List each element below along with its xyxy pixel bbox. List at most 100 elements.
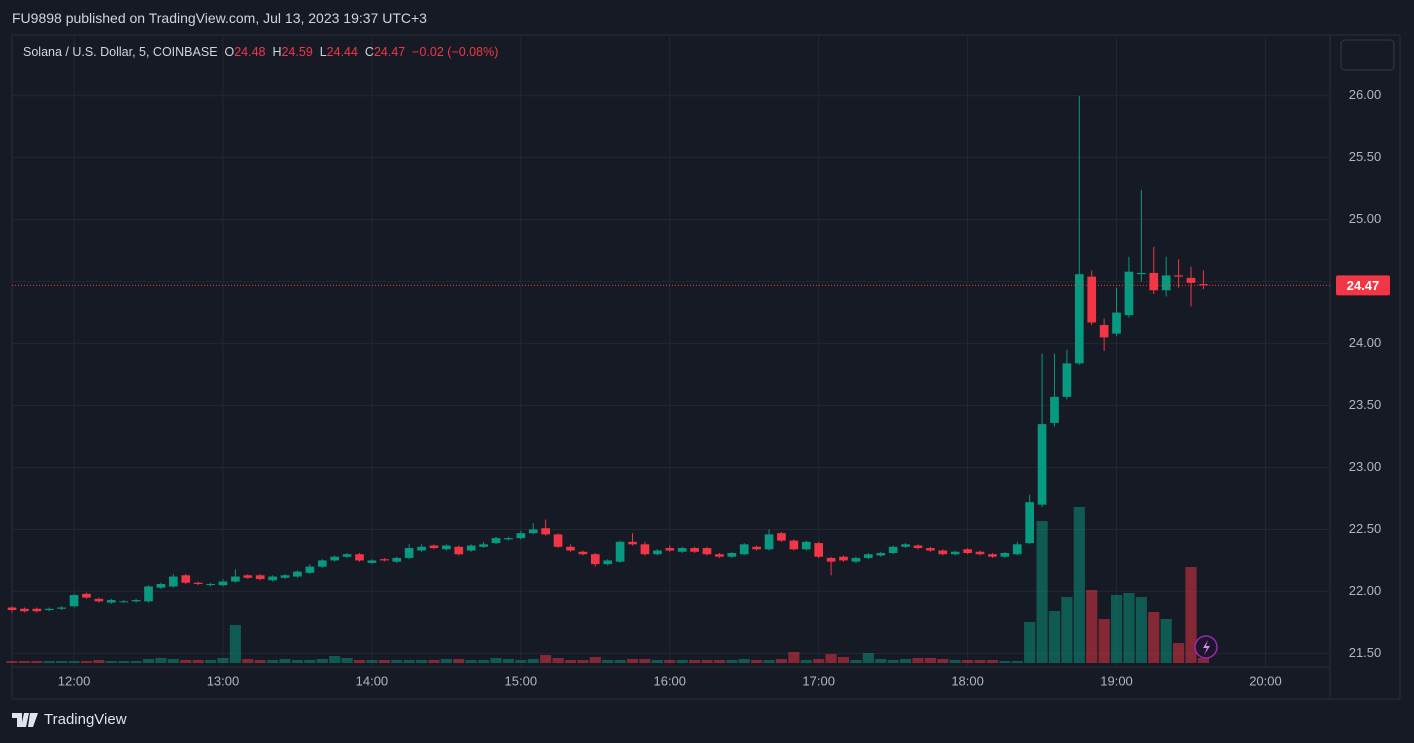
candle-body — [218, 581, 228, 586]
candle-body — [814, 543, 824, 557]
volume-bar — [341, 658, 353, 663]
candle-body — [131, 600, 141, 602]
candle-body — [1124, 271, 1134, 316]
volume-bar — [1024, 622, 1036, 663]
candle-body — [516, 533, 526, 539]
volume-bar — [453, 659, 465, 663]
volume-bar — [800, 660, 812, 663]
volume-bar — [6, 661, 18, 663]
candle-body — [963, 549, 972, 553]
volume-bar — [415, 660, 428, 663]
volume-bar — [366, 660, 378, 663]
candle-body — [491, 538, 501, 544]
volume-bar — [1048, 611, 1061, 663]
candle-body — [156, 583, 166, 588]
candle-body — [901, 544, 910, 547]
candle-body — [1112, 312, 1121, 334]
candle-body — [268, 576, 277, 581]
candle-body — [913, 545, 923, 549]
o-label: O — [224, 45, 235, 59]
volume-bar — [105, 661, 117, 663]
candle-body — [243, 575, 253, 578]
volume-bar — [31, 661, 43, 663]
candle-body — [628, 541, 637, 545]
candle-body — [528, 529, 538, 534]
candle-body — [442, 545, 451, 550]
volume-bar — [887, 660, 899, 663]
candle-body — [466, 545, 476, 551]
candle-body — [777, 533, 786, 541]
x-tick-label: 14:00 — [356, 673, 389, 688]
volume-bar — [738, 659, 750, 663]
candle-body — [367, 560, 377, 563]
logo — [12, 712, 38, 727]
candle-body — [1050, 396, 1059, 423]
o-value: 24.48 — [234, 45, 266, 59]
candle-body — [280, 575, 290, 578]
volume-bar — [490, 658, 502, 663]
volume-bar — [68, 661, 80, 663]
volume-bar — [428, 660, 440, 663]
volume-bar — [726, 660, 738, 663]
volume-bar — [1011, 661, 1023, 663]
candle-body — [44, 608, 54, 610]
volume-bar — [56, 661, 68, 663]
c-label: C — [364, 45, 374, 59]
candle-body — [479, 544, 488, 547]
volume-bar — [899, 659, 912, 663]
candle-body — [715, 554, 724, 557]
volume-bar — [43, 661, 55, 663]
volume-bar — [763, 660, 775, 663]
candle-body — [1149, 272, 1159, 291]
volume-bar — [378, 660, 390, 663]
candle-body — [702, 548, 712, 555]
candle-body — [851, 557, 861, 562]
volume-bar — [875, 659, 887, 663]
candle-body — [988, 554, 997, 557]
volume-bar — [589, 657, 601, 663]
candle-body — [1161, 275, 1171, 291]
x-tick-label: 19:00 — [1100, 673, 1133, 688]
brand: TradingView — [44, 711, 127, 728]
volume-bar — [403, 660, 415, 663]
volume-bar — [353, 660, 366, 663]
candle-body — [739, 544, 749, 555]
volume-bar — [949, 660, 961, 663]
volume-bar — [217, 658, 229, 663]
volume-bar — [1061, 597, 1073, 663]
volume-bar — [1135, 597, 1147, 663]
volume-bar — [1036, 521, 1048, 663]
candle-body — [653, 550, 662, 555]
candle-body — [615, 541, 625, 562]
last-price-label: 24.47 — [1347, 278, 1380, 293]
x-tick-label: 17:00 — [802, 673, 835, 688]
candle-body — [392, 557, 402, 562]
volume-bar — [1073, 507, 1085, 663]
volume-bar — [291, 660, 304, 663]
candle-body — [789, 540, 799, 550]
x-tick-label: 16:00 — [653, 673, 686, 688]
change-pct: (−0.08%) — [447, 45, 499, 59]
volume-bar — [1197, 658, 1209, 663]
candle-body — [193, 582, 203, 584]
candle-body — [20, 608, 29, 612]
candle-body — [578, 551, 588, 555]
volume-bar — [924, 658, 936, 663]
volume-bar — [813, 659, 825, 663]
volume-bar — [242, 659, 254, 663]
scale-button[interactable] — [1340, 39, 1395, 71]
volume-bar — [540, 655, 552, 663]
volume-bar — [1110, 595, 1123, 663]
y-tick-label: 24.00 — [1349, 335, 1382, 350]
volume-bar — [862, 653, 874, 663]
candle-body — [7, 607, 17, 610]
candle-body — [1062, 363, 1072, 397]
candle-body — [863, 554, 873, 558]
volume-bar — [825, 654, 837, 663]
volume-bar — [18, 661, 30, 663]
volume-bar — [316, 659, 328, 663]
candle-body — [801, 541, 811, 550]
y-tick-label: 23.50 — [1349, 397, 1382, 412]
x-tick-label: 18:00 — [951, 673, 984, 688]
